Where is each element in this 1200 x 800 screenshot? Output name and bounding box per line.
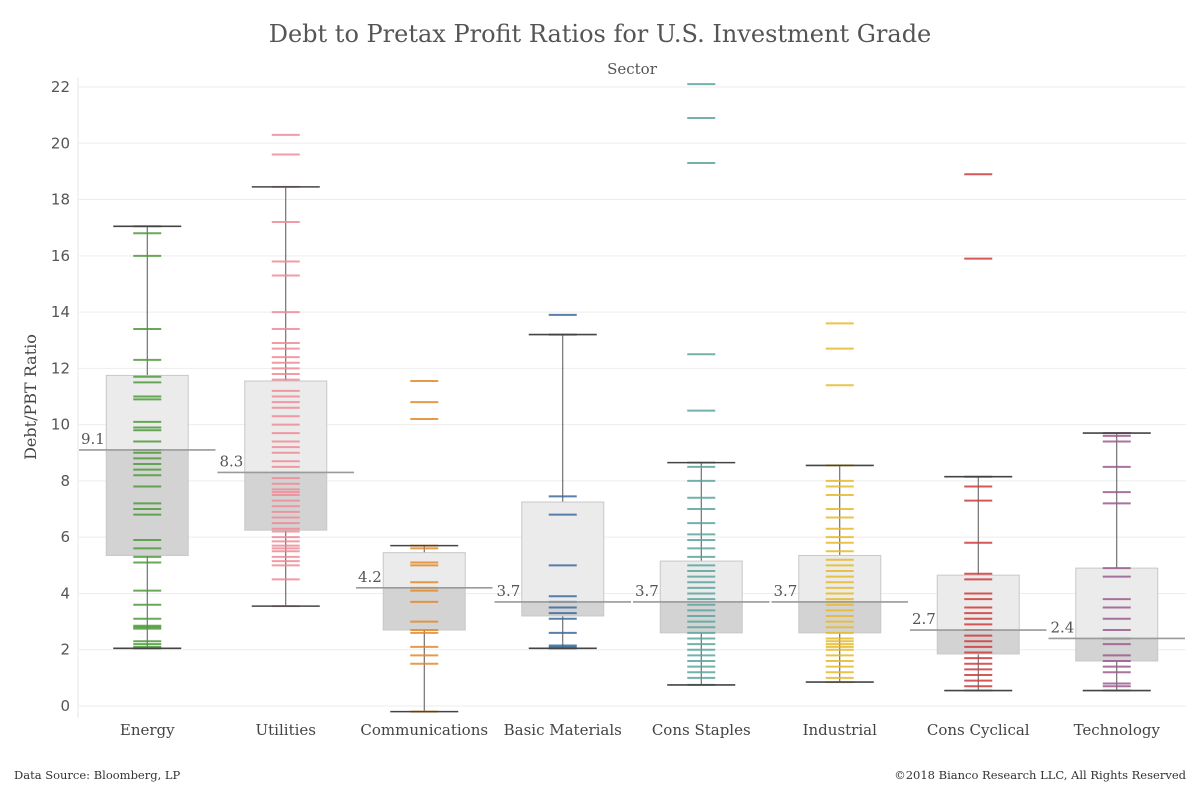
y-tick-label: 18 <box>51 191 70 209</box>
y-ticks: 0 2 4 6 8 10 12 14 16 18 20 22 <box>51 78 70 715</box>
category-label: Utilities <box>256 721 316 739</box>
median-label: 3.7 <box>635 582 659 600</box>
box-upper <box>521 501 605 603</box>
box-cons-cyclical: 2.7 <box>910 173 1047 692</box>
y-tick-label: 14 <box>51 303 70 321</box>
y-tick-label: 22 <box>51 78 70 96</box>
y-tick-label: 6 <box>60 528 70 546</box>
median-label: 3.7 <box>774 582 798 600</box>
box-communications: 4.2 <box>356 380 493 713</box>
chart-title: Debt to Pretax Profit Ratios for U.S. In… <box>269 20 932 48</box>
category-label: Industrial <box>803 721 877 739</box>
category-label: Cons Staples <box>652 721 751 739</box>
box-lower <box>1075 637 1159 662</box>
median-label: 2.4 <box>1051 618 1075 636</box>
box-upper <box>936 574 1020 631</box>
category-label: Communications <box>360 721 488 739</box>
box-upper <box>1075 567 1159 639</box>
chart-subtitle: Sector <box>607 60 658 78</box>
box-utilities: 8.3 <box>217 133 354 608</box>
box-energy: 9.1 <box>79 225 216 650</box>
median-label: 3.7 <box>497 582 521 600</box>
category-labels: Energy Utilities Communications Basic Mater… <box>120 721 1161 739</box>
category-label: Cons Cyclical <box>927 721 1030 739</box>
category-label: Energy <box>120 721 175 739</box>
box-cons-staples: 3.7 <box>633 83 770 686</box>
box-upper <box>105 374 189 451</box>
box-lower <box>382 587 466 631</box>
box-upper <box>798 554 882 603</box>
grid-layer <box>77 78 1186 718</box>
y-tick-label: 12 <box>51 359 70 377</box>
y-tick-label: 20 <box>51 134 70 152</box>
box-industrial: 3.7 <box>771 322 908 684</box>
category-label: Basic Materials <box>504 721 622 739</box>
y-tick-label: 8 <box>60 472 70 490</box>
box-upper <box>244 380 328 473</box>
y-axis-label: Debt/PBT Ratio <box>21 334 40 460</box>
median-label: 9.1 <box>81 430 105 448</box>
category-label: Technology <box>1074 721 1161 739</box>
box-series: 9.1 8.3 4.2 3.7 3.7 3.7 2.7 2.4 <box>79 83 1185 713</box>
y-tick-label: 0 <box>60 697 70 715</box>
copyright-note: ©2018 Bianco Research LLC, All Rights Re… <box>894 768 1186 782</box>
data-source-note: Data Source: Bloomberg, LP <box>14 768 181 782</box>
median-label: 8.3 <box>220 452 244 470</box>
y-tick-label: 16 <box>51 247 70 265</box>
y-tick-label: 2 <box>60 641 70 659</box>
y-tick-label: 10 <box>51 416 70 434</box>
box-basic-materials: 3.7 <box>494 313 631 650</box>
box-technology: 2.4 <box>1048 432 1185 692</box>
median-label: 2.7 <box>912 610 936 628</box>
y-tick-label: 4 <box>60 584 70 602</box>
median-label: 4.2 <box>358 568 382 586</box>
